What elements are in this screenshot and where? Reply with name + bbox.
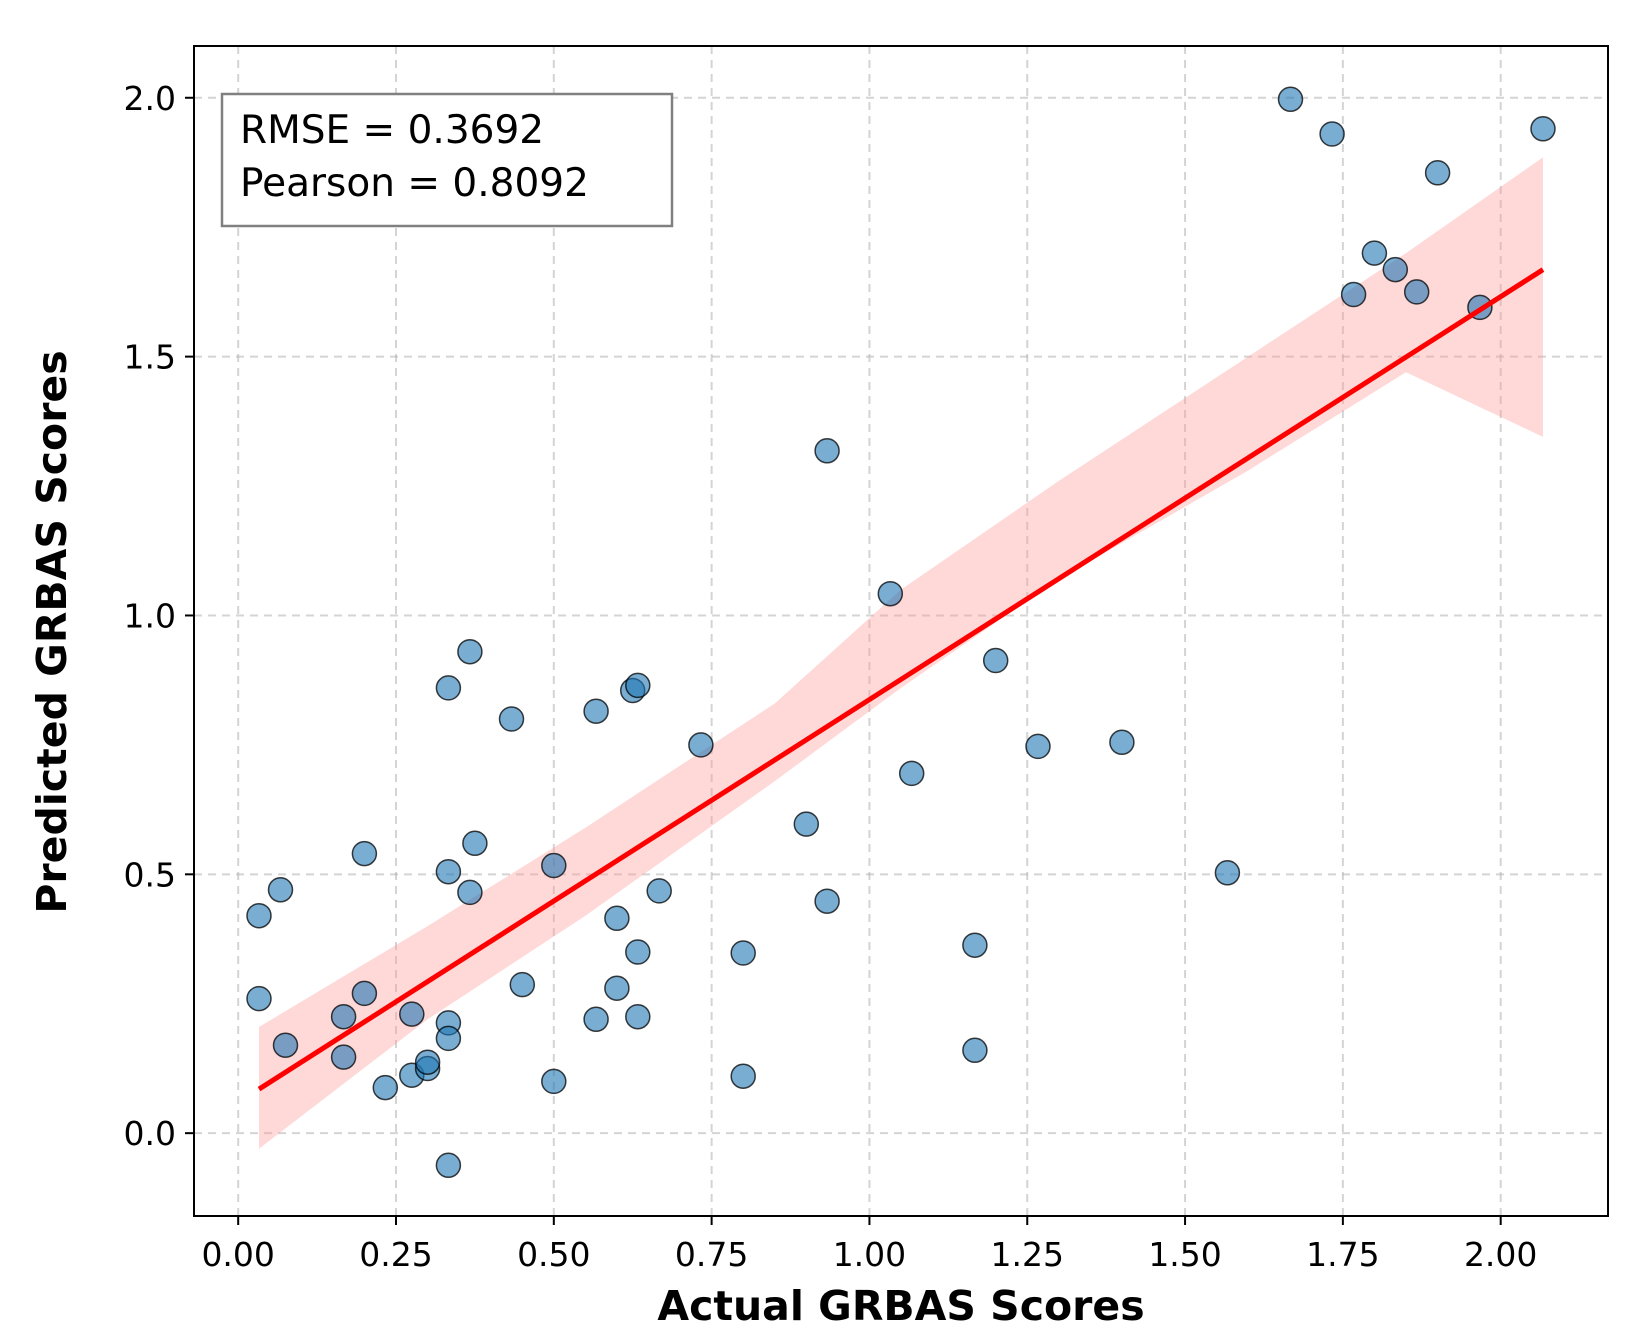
data-point [435, 675, 462, 701]
y-tick-label: 2.0 [124, 79, 176, 118]
y-axis-title: Predicted GRBAS Scores [28, 350, 76, 913]
data-point [351, 980, 378, 1007]
data-point [246, 902, 272, 929]
y-tick-label: 1.5 [124, 338, 176, 377]
regression-line [257, 267, 1545, 1092]
data-point [583, 1006, 609, 1033]
data-point [1361, 240, 1388, 266]
data-point [877, 580, 904, 607]
pearson-text: Pearson = 0.8092 [240, 161, 589, 206]
data-point [498, 706, 525, 732]
x-axis-title: Actual GRBAS Scores [657, 1282, 1144, 1330]
confidence-band-group [259, 157, 1543, 1149]
data-point [351, 840, 378, 867]
data-point [435, 858, 462, 885]
data-point [898, 760, 925, 787]
data-point [730, 940, 756, 966]
x-axis-ticks: 0.00 0.25 0.50 0.75 1.00 1.25 1.50 1.75 2.00 [201, 1216, 1537, 1274]
data-point [399, 1001, 425, 1027]
x-tick-label: 1.25 [991, 1235, 1064, 1274]
x-tick-label: 0.25 [359, 1235, 432, 1274]
data-point [625, 1003, 651, 1030]
data-points [246, 86, 1556, 1179]
data-point [541, 852, 567, 879]
data-point [688, 732, 714, 758]
data-point [646, 878, 672, 904]
stats-annotation: RMSE = 0.3692 Pearson = 0.8092 [220, 92, 674, 228]
regression-line-group [257, 267, 1545, 1092]
data-point [1382, 256, 1409, 283]
stats-box [220, 92, 674, 228]
data-point [372, 1074, 399, 1101]
data-point [1025, 733, 1051, 760]
data-point [509, 971, 536, 998]
data-point [414, 1049, 441, 1075]
data-point [457, 879, 483, 906]
data-point [272, 1032, 299, 1058]
data-point [1277, 86, 1304, 113]
data-point [330, 1044, 357, 1070]
data-point [1403, 279, 1430, 305]
y-tick-label: 0.5 [124, 855, 176, 894]
x-tick-label: 1.00 [833, 1235, 906, 1274]
data-point [625, 939, 651, 965]
data-point [814, 888, 840, 914]
data-point [583, 698, 609, 724]
y-tick-label: 1.0 [124, 596, 176, 635]
data-point [814, 438, 840, 464]
x-tick-label: 0.75 [675, 1235, 748, 1274]
data-point [1214, 860, 1241, 886]
data-point [604, 975, 630, 1001]
x-tick-label: 0.50 [517, 1235, 590, 1274]
rmse-text: RMSE = 0.3692 [240, 108, 544, 153]
confidence-band [259, 157, 1543, 1149]
x-tick-label: 2.00 [1464, 1235, 1537, 1274]
data-point [793, 811, 820, 837]
data-point [962, 1037, 988, 1064]
data-point [457, 638, 483, 665]
data-point [330, 1003, 357, 1030]
data-point [1530, 116, 1556, 142]
data-point [962, 932, 988, 958]
data-point [1109, 729, 1135, 756]
x-tick-label: 1.50 [1148, 1235, 1221, 1274]
data-point [1340, 281, 1367, 308]
data-point [435, 1025, 462, 1052]
x-tick-label: 0.00 [201, 1235, 274, 1274]
grid-lines [194, 46, 1608, 1216]
data-point [625, 672, 651, 699]
data-point [246, 985, 272, 1012]
data-point [1424, 160, 1451, 186]
y-tick-label: 0.0 [124, 1114, 176, 1153]
data-point [730, 1063, 756, 1089]
data-point [462, 830, 488, 857]
x-tick-label: 1.75 [1306, 1235, 1379, 1274]
data-point [267, 877, 294, 903]
plot-area-frame [193, 45, 1609, 1217]
data-point [604, 905, 630, 932]
y-axis-ticks: 0.0 0.5 1.0 1.5 2.0 [124, 79, 194, 1153]
data-point [1319, 121, 1345, 147]
data-point [541, 1068, 567, 1095]
data-point [435, 1152, 462, 1179]
data-point [982, 647, 1009, 674]
